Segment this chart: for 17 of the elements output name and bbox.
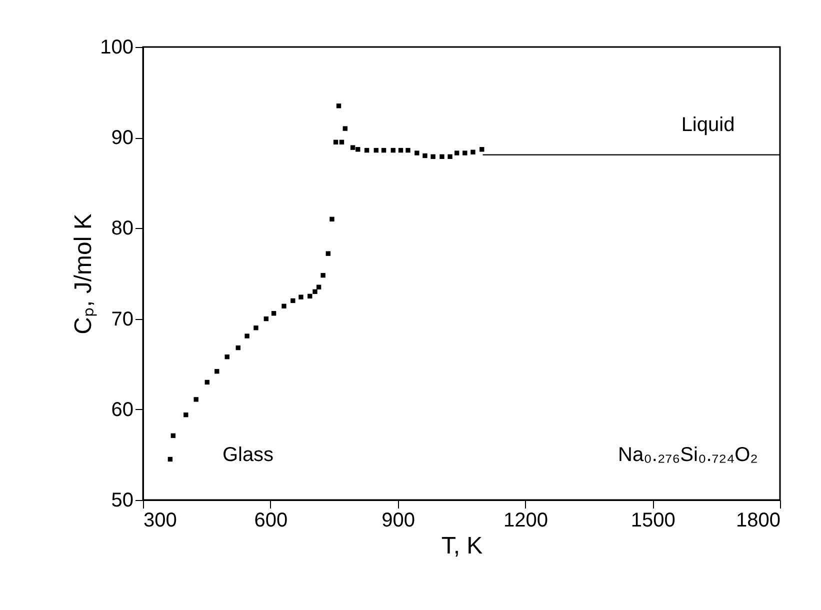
- y-tick-label: 70: [111, 308, 134, 330]
- annotation: Liquid: [681, 114, 735, 136]
- x-tick-label: 1500: [630, 510, 676, 532]
- x-tick-label: 1200: [503, 510, 548, 532]
- y-tick-label: 100: [100, 36, 134, 58]
- y-axis-title: Cₚ, J/mol K: [70, 214, 98, 334]
- x-tick-label: 600: [254, 510, 288, 532]
- y-tick-label: 80: [111, 218, 134, 240]
- y-tick-label: 90: [111, 127, 134, 150]
- y-tick-label: 60: [111, 398, 134, 421]
- x-axis-title: T, K: [441, 532, 483, 560]
- y-tick-label: 50: [111, 490, 134, 512]
- x-tick-label: 900: [382, 510, 415, 532]
- annotation: Glass: [222, 444, 274, 466]
- x-tick-label: 1800: [736, 510, 780, 532]
- x-tick-label: 300: [144, 510, 177, 532]
- annotation: Na₀.₂₇₆Si₀.₇₂₄O₂: [618, 444, 758, 466]
